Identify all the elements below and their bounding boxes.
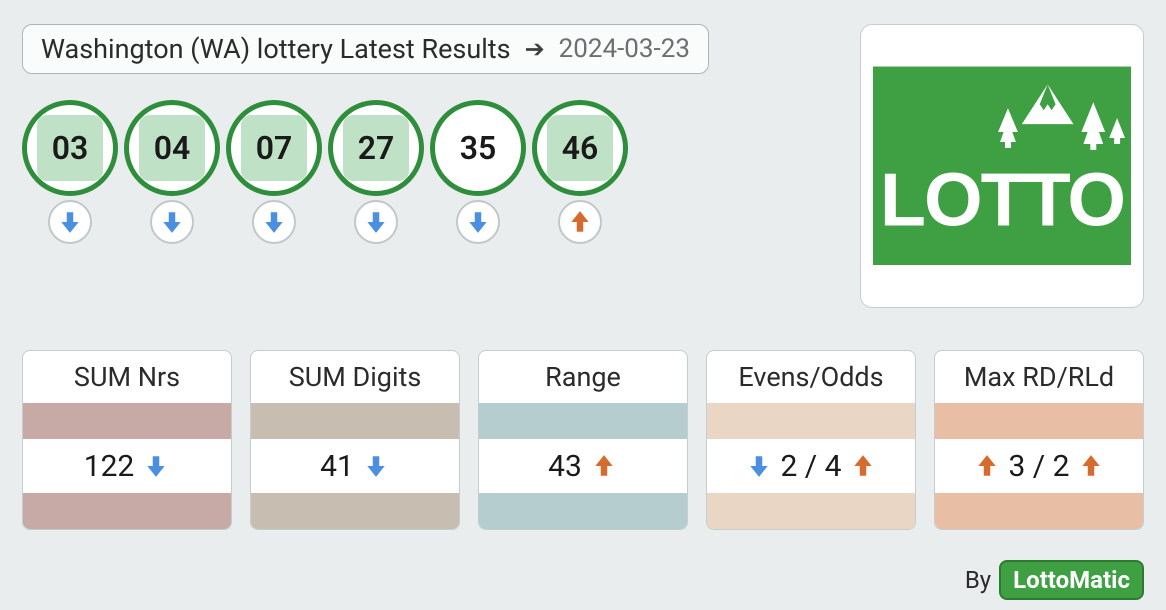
stat-value: 2 / 4 bbox=[781, 449, 842, 484]
stat-value: 43 bbox=[548, 449, 582, 484]
stat-title: SUM Digits bbox=[251, 351, 459, 403]
stat-title: Evens/Odds bbox=[707, 351, 915, 403]
trend-down-icon bbox=[48, 200, 92, 244]
stat-band-bottom bbox=[935, 493, 1143, 529]
ball-number: 04 bbox=[139, 115, 205, 181]
main-column: Washington (WA) lottery Latest Results ➔… bbox=[22, 24, 844, 244]
arrow-up-icon bbox=[1077, 452, 1105, 480]
lottery-ball: 03 bbox=[22, 100, 118, 196]
stat-band-bottom bbox=[707, 493, 915, 529]
result-date: 2024-03-23 bbox=[559, 34, 690, 64]
trend-down-icon bbox=[252, 200, 296, 244]
trend-down-icon bbox=[150, 200, 194, 244]
stat-band-top bbox=[479, 403, 687, 439]
stat-value-row: 41 bbox=[251, 439, 459, 493]
arrow-up-icon bbox=[590, 452, 618, 480]
lottery-ball: 27 bbox=[328, 100, 424, 196]
stat-value-row: 2 / 4 bbox=[707, 439, 915, 493]
ball-number: 07 bbox=[241, 115, 307, 181]
arrow-up-icon bbox=[849, 452, 877, 480]
title-box: Washington (WA) lottery Latest Results ➔… bbox=[22, 24, 709, 74]
arrow-down-icon bbox=[142, 452, 170, 480]
lottery-ball: 04 bbox=[124, 100, 220, 196]
stat-value: 122 bbox=[84, 449, 135, 484]
stat-value-row: 122 bbox=[23, 439, 231, 493]
ball-wrap: 03 bbox=[22, 100, 118, 244]
stat-band-top bbox=[251, 403, 459, 439]
stat-title: SUM Nrs bbox=[23, 351, 231, 403]
stat-card: SUM Digits 41 bbox=[250, 350, 460, 530]
ball-number: 46 bbox=[547, 115, 613, 181]
ball-number: 35 bbox=[445, 115, 511, 181]
arrow-down-icon bbox=[362, 452, 390, 480]
footer-by: By bbox=[965, 566, 991, 594]
stat-band-top bbox=[23, 403, 231, 439]
stat-value-row: 43 bbox=[479, 439, 687, 493]
stat-value: 3 / 2 bbox=[1009, 449, 1070, 484]
ball-number: 27 bbox=[343, 115, 409, 181]
lottery-ball: 46 bbox=[532, 100, 628, 196]
stat-card: Max RD/RLd 3 / 2 bbox=[934, 350, 1144, 530]
stat-band-top bbox=[707, 403, 915, 439]
stat-band-bottom bbox=[23, 493, 231, 529]
stat-title: Range bbox=[479, 351, 687, 403]
logo-card: LOTTO bbox=[860, 24, 1144, 308]
stat-card: Range 43 bbox=[478, 350, 688, 530]
ball-wrap: 35 bbox=[430, 100, 526, 244]
ball-wrap: 07 bbox=[226, 100, 322, 244]
trend-down-icon bbox=[456, 200, 500, 244]
footer-brand: LottoMatic bbox=[999, 560, 1144, 600]
stat-title: Max RD/RLd bbox=[935, 351, 1143, 403]
stats-row: SUM Nrs 122 SUM Digits 41 Range 43 Evens/Odds 2… bbox=[22, 350, 1144, 530]
top-row: Washington (WA) lottery Latest Results ➔… bbox=[22, 24, 1144, 308]
balls-row: 03 04 07 27 35 46 bbox=[22, 100, 844, 244]
ball-wrap: 04 bbox=[124, 100, 220, 244]
stat-band-top bbox=[935, 403, 1143, 439]
ball-number: 03 bbox=[37, 115, 103, 181]
lottery-ball: 07 bbox=[226, 100, 322, 196]
arrow-up-icon bbox=[973, 452, 1001, 480]
stat-band-bottom bbox=[479, 493, 687, 529]
stat-value: 41 bbox=[320, 449, 354, 484]
stat-value-row: 3 / 2 bbox=[935, 439, 1143, 493]
ball-wrap: 46 bbox=[532, 100, 628, 244]
stat-band-bottom bbox=[251, 493, 459, 529]
arrow-right-icon: ➔ bbox=[525, 35, 545, 63]
stat-card: SUM Nrs 122 bbox=[22, 350, 232, 530]
footer: By LottoMatic bbox=[965, 560, 1144, 600]
ball-wrap: 27 bbox=[328, 100, 424, 244]
stat-card: Evens/Odds 2 / 4 bbox=[706, 350, 916, 530]
trend-up-icon bbox=[558, 200, 602, 244]
arrow-down-icon bbox=[745, 452, 773, 480]
svg-text:LOTTO: LOTTO bbox=[880, 158, 1124, 242]
trend-down-icon bbox=[354, 200, 398, 244]
lottery-ball: 35 bbox=[430, 100, 526, 196]
page-title: Washington (WA) lottery Latest Results bbox=[41, 33, 511, 65]
lotto-logo: LOTTO bbox=[873, 60, 1131, 272]
